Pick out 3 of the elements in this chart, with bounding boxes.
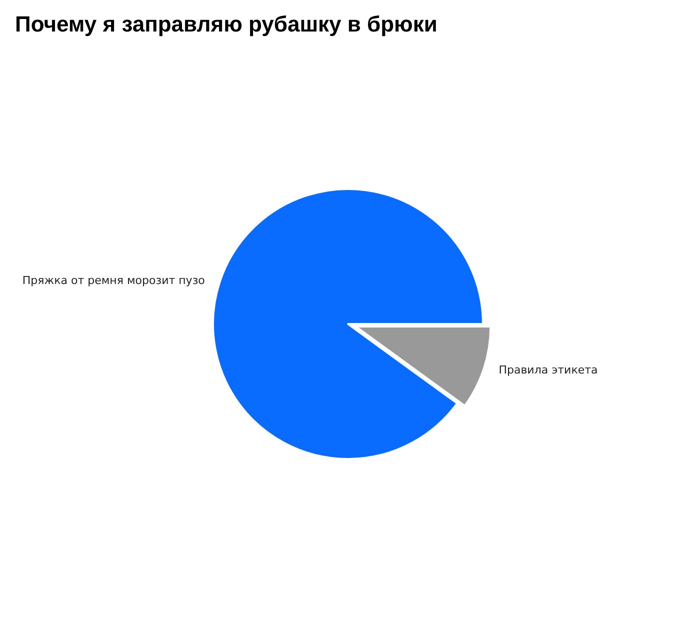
slice-label: Правила этикета [498,364,598,377]
chart-title: Почему я заправляю рубашку в брюки [15,12,438,36]
slice-label: Пряжка от ремня морозит пузо [22,274,206,287]
